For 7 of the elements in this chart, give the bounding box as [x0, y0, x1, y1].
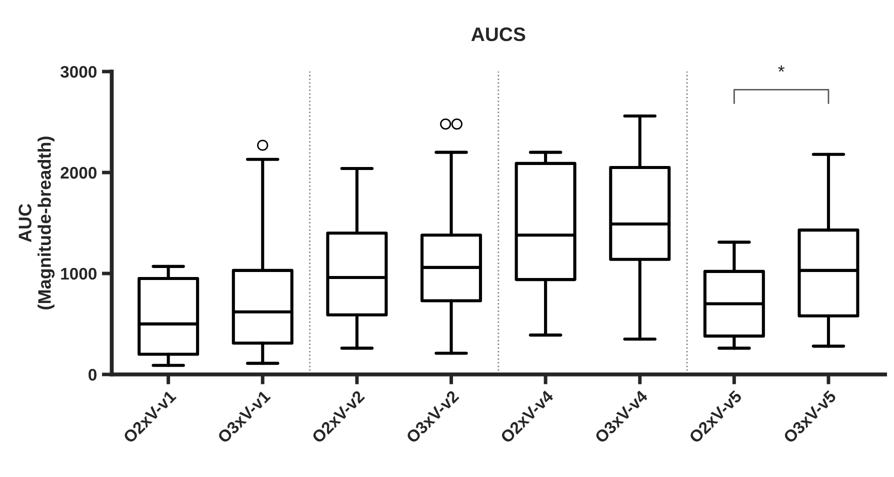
y-axis-title: AUC (Magnitude-breadth) [18, 136, 55, 310]
annotation: * [778, 65, 785, 72]
y-tick-label: 3000 [60, 66, 96, 78]
y-tick-label: 1000 [61, 268, 96, 280]
y-tick-label: 0 [88, 368, 96, 381]
y-tick-label: 2000 [60, 166, 96, 179]
chart-title: AUCS [471, 27, 526, 42]
